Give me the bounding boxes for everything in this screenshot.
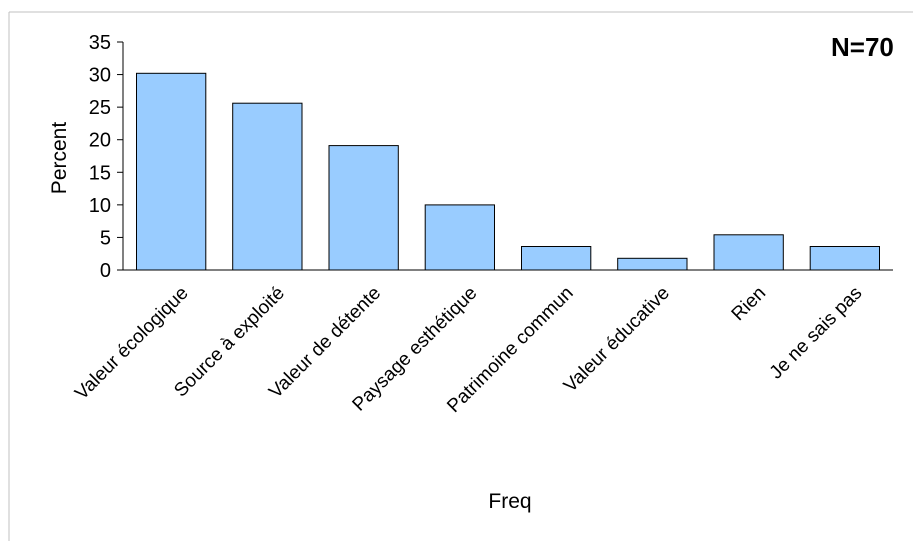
- y-tick-label-0: 0: [100, 260, 111, 282]
- sample-size-annotation: N=70: [831, 32, 894, 62]
- y-axis: 0 5 10 15 20 25 30 35: [89, 32, 124, 282]
- bar-3: [328, 145, 399, 271]
- y-tick-label-3: 15: [89, 162, 111, 184]
- bar-8: [809, 246, 881, 271]
- x-tick-label-8: Je ne sais pas: [766, 283, 867, 384]
- x-tick-label-7: Rien: [728, 283, 770, 325]
- y-tick-label-1: 5: [100, 227, 111, 249]
- bar-7: [713, 234, 784, 271]
- y-tick-label-7: 35: [89, 32, 111, 54]
- y-tick-label-2: 10: [89, 195, 111, 217]
- y-tick-label-6: 30: [89, 65, 111, 87]
- bar-2: [232, 102, 303, 271]
- bar-6: [617, 257, 688, 271]
- y-axis-label: Percent: [48, 122, 71, 195]
- bars-group: [136, 72, 881, 271]
- x-axis-label: Freq: [488, 490, 531, 513]
- y-tick-label-4: 20: [89, 130, 111, 152]
- bar-4: [424, 204, 496, 271]
- y-tick-label-5: 25: [89, 97, 111, 119]
- bar-1: [136, 72, 207, 271]
- x-tick-label-6: Valeur éducative: [560, 283, 674, 397]
- bar-5: [521, 246, 592, 271]
